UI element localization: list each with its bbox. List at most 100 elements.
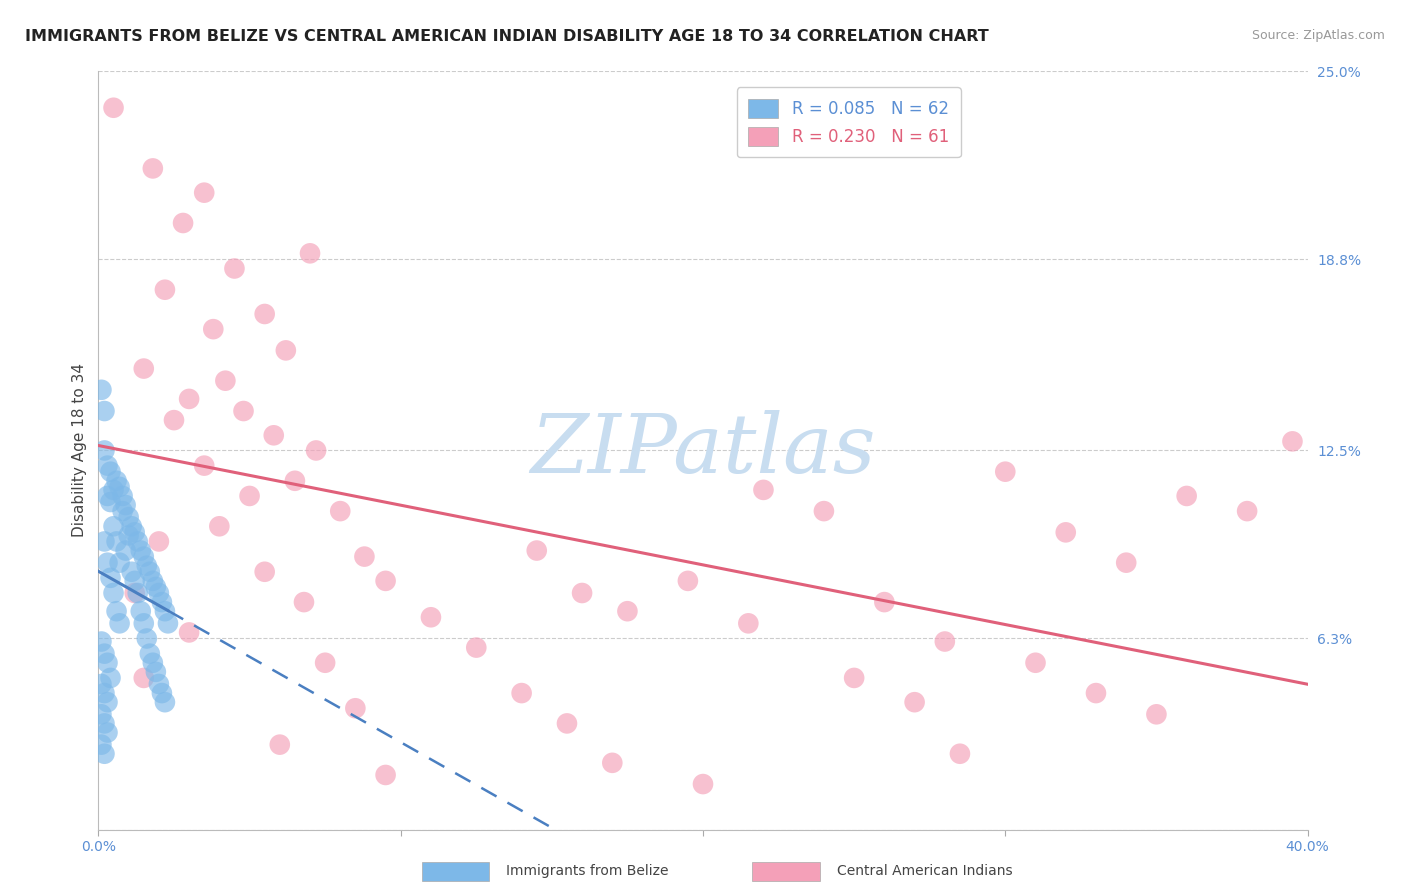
Point xyxy=(142,161,165,176)
Point xyxy=(90,634,112,648)
Text: Source: ZipAtlas.com: Source: ZipAtlas.com xyxy=(1251,29,1385,42)
Point xyxy=(752,483,775,497)
Point xyxy=(93,716,115,731)
Point xyxy=(949,747,972,761)
Text: Central American Indians: Central American Indians xyxy=(837,864,1012,879)
Point xyxy=(299,246,322,260)
Point xyxy=(555,716,578,731)
Point xyxy=(105,534,128,549)
Point xyxy=(193,186,215,200)
Point xyxy=(129,604,152,618)
Point xyxy=(873,595,896,609)
Point xyxy=(224,261,246,276)
Point xyxy=(353,549,375,564)
Point xyxy=(108,480,131,494)
Y-axis label: Disability Age 18 to 34: Disability Age 18 to 34 xyxy=(72,363,87,538)
Point xyxy=(103,519,125,533)
Point xyxy=(602,756,624,770)
Point xyxy=(96,489,118,503)
Point xyxy=(132,549,155,564)
Point xyxy=(253,307,276,321)
Point xyxy=(994,465,1017,479)
Point xyxy=(571,586,593,600)
Point xyxy=(510,686,533,700)
Point xyxy=(1281,434,1303,449)
Point xyxy=(93,647,115,661)
Point xyxy=(145,665,167,679)
Point xyxy=(374,574,396,588)
Point xyxy=(111,504,134,518)
Point xyxy=(305,443,328,458)
Text: Immigrants from Belize: Immigrants from Belize xyxy=(506,864,669,879)
Point xyxy=(118,510,141,524)
Point xyxy=(111,489,134,503)
Point xyxy=(193,458,215,473)
Point xyxy=(284,474,307,488)
Point xyxy=(148,586,170,600)
Point xyxy=(121,565,143,579)
Point xyxy=(114,543,136,558)
Point xyxy=(150,686,173,700)
Point xyxy=(132,616,155,631)
Point xyxy=(904,695,927,709)
Point xyxy=(96,725,118,739)
Point xyxy=(90,677,112,691)
Point xyxy=(142,574,165,588)
Point xyxy=(526,543,548,558)
Point xyxy=(1115,556,1137,570)
Point xyxy=(153,604,176,618)
Point xyxy=(263,428,285,442)
Point xyxy=(124,586,146,600)
Point xyxy=(1085,686,1108,700)
Point xyxy=(374,768,396,782)
Point xyxy=(135,558,157,573)
Point xyxy=(90,738,112,752)
Point xyxy=(100,571,122,585)
Point xyxy=(202,322,225,336)
Point xyxy=(934,634,956,648)
Point xyxy=(105,604,128,618)
Point xyxy=(179,625,201,640)
Point xyxy=(93,686,115,700)
Point xyxy=(124,574,146,588)
Point xyxy=(274,343,297,358)
Point xyxy=(329,504,352,518)
Point xyxy=(96,656,118,670)
Point xyxy=(100,495,122,509)
Point xyxy=(90,707,112,722)
Point xyxy=(156,616,179,631)
Point xyxy=(172,216,194,230)
Point xyxy=(692,777,714,791)
Point xyxy=(127,586,149,600)
Point xyxy=(163,413,186,427)
Point xyxy=(100,671,122,685)
Point xyxy=(103,101,125,115)
Point xyxy=(139,647,162,661)
Point xyxy=(90,383,112,397)
Point xyxy=(1144,707,1167,722)
Text: ZIPatlas: ZIPatlas xyxy=(530,410,876,491)
Point xyxy=(148,534,170,549)
Point xyxy=(132,361,155,376)
Point xyxy=(232,404,254,418)
Point xyxy=(114,498,136,512)
Point xyxy=(108,616,131,631)
Point xyxy=(153,695,176,709)
Point xyxy=(616,604,638,618)
Point xyxy=(344,701,367,715)
Legend: R = 0.085   N = 62, R = 0.230   N = 61: R = 0.085 N = 62, R = 0.230 N = 61 xyxy=(737,87,960,158)
Point xyxy=(118,528,141,542)
Point xyxy=(124,525,146,540)
Point xyxy=(214,374,236,388)
Point xyxy=(292,595,315,609)
Point xyxy=(1175,489,1198,503)
Point xyxy=(208,519,231,533)
Point xyxy=(676,574,699,588)
Point xyxy=(153,283,176,297)
Point xyxy=(142,656,165,670)
Point xyxy=(1236,504,1258,518)
Point xyxy=(139,565,162,579)
Text: IMMIGRANTS FROM BELIZE VS CENTRAL AMERICAN INDIAN DISABILITY AGE 18 TO 34 CORREL: IMMIGRANTS FROM BELIZE VS CENTRAL AMERIC… xyxy=(25,29,988,44)
Point xyxy=(150,595,173,609)
Point xyxy=(269,738,291,752)
